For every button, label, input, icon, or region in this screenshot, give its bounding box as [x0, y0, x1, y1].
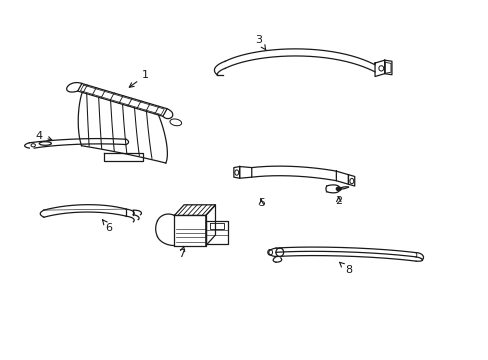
Text: 6: 6	[102, 220, 112, 233]
Circle shape	[336, 187, 341, 191]
Text: 8: 8	[339, 262, 351, 275]
Text: 4: 4	[36, 131, 52, 141]
Text: 2: 2	[334, 196, 342, 206]
Text: 7: 7	[178, 246, 185, 260]
Text: 5: 5	[257, 198, 264, 208]
Text: 1: 1	[129, 71, 148, 87]
Text: 3: 3	[255, 35, 265, 50]
